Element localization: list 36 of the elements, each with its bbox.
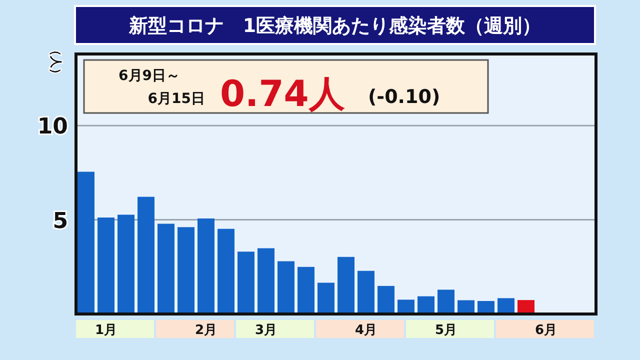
bar bbox=[498, 298, 514, 314]
bar bbox=[518, 300, 534, 314]
bar bbox=[278, 261, 294, 314]
x-tick-label: 4月 bbox=[354, 323, 378, 338]
bar bbox=[338, 256, 354, 314]
bar bbox=[198, 218, 214, 314]
annotation: 0.74人 bbox=[220, 74, 345, 115]
bar bbox=[298, 266, 314, 314]
annotation: (-0.10) bbox=[368, 86, 440, 108]
bar bbox=[358, 270, 374, 314]
annotation: 6月9日～ bbox=[118, 68, 180, 84]
x-tick-label: 3月 bbox=[254, 323, 278, 338]
bar bbox=[238, 252, 254, 314]
bar bbox=[138, 196, 154, 314]
bar bbox=[218, 228, 234, 314]
x-tick-label: 6月 bbox=[534, 323, 558, 338]
bar bbox=[318, 282, 334, 314]
bar bbox=[98, 218, 114, 314]
chart-title: 新型コロナ 1医療機関あたり感染者数（週別） bbox=[128, 15, 542, 37]
bar bbox=[398, 300, 414, 314]
x-tick-label: 1月 bbox=[94, 323, 118, 338]
bar bbox=[418, 296, 434, 314]
bar bbox=[258, 248, 274, 314]
x-tick-label: 5月 bbox=[434, 323, 458, 338]
bar bbox=[458, 300, 474, 314]
x-tick-label: 2月 bbox=[194, 323, 218, 338]
bar bbox=[158, 224, 174, 314]
bar bbox=[178, 227, 194, 314]
bar bbox=[438, 290, 454, 314]
y-axis-title: （人） bbox=[49, 44, 63, 80]
bar bbox=[78, 172, 94, 314]
bar bbox=[378, 286, 394, 314]
annotation: 6月15日 bbox=[148, 91, 205, 107]
bar bbox=[118, 214, 134, 314]
y-tick-label: 5 bbox=[52, 208, 68, 234]
y-tick-label: 10 bbox=[37, 114, 68, 140]
